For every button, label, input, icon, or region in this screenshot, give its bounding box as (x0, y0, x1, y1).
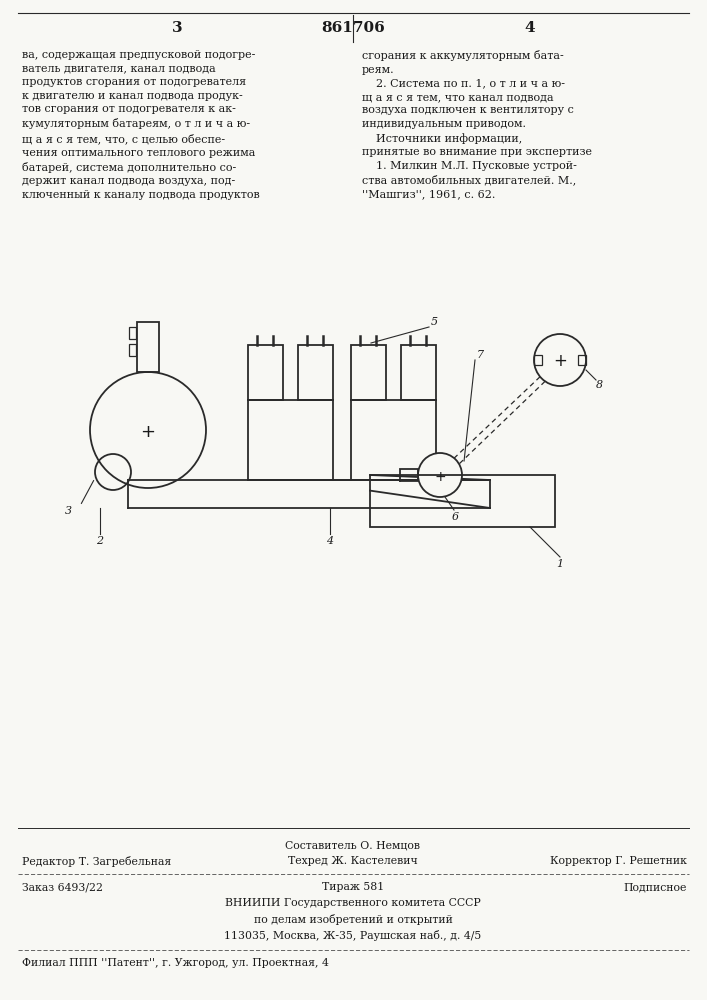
Text: 3: 3 (64, 506, 71, 516)
Bar (401, 345, 436, 400)
Bar (298, 345, 333, 400)
Text: 6: 6 (452, 512, 459, 522)
Text: +: + (434, 470, 446, 484)
Text: Заказ 6493/22: Заказ 6493/22 (22, 882, 103, 892)
Bar (370, 475, 555, 527)
Text: +: + (553, 352, 567, 370)
Text: Редактор Т. Загребельная: Редактор Т. Загребельная (22, 856, 171, 867)
Bar (534, 355, 542, 365)
Text: ВНИИПИ Государственного комитета СССР: ВНИИПИ Государственного комитета СССР (225, 898, 481, 908)
Text: 7: 7 (477, 350, 484, 360)
Text: сгорания к аккумуляторным бата-
реям.
    2. Система по п. 1, о т л и ч а ю-
щ а: сгорания к аккумуляторным бата- реям. 2.… (362, 50, 592, 199)
Text: ва, содержащая предпусковой подогре-
ватель двигателя, канал подвода
продуктов с: ва, содержащая предпусковой подогре- ват… (22, 50, 259, 200)
Text: 113035, Москва, Ж-35, Раушская наб., д. 4/5: 113035, Москва, Ж-35, Раушская наб., д. … (224, 930, 481, 941)
Text: 4: 4 (525, 21, 535, 35)
Bar (129, 327, 136, 339)
Text: +: + (141, 423, 156, 441)
Text: 8: 8 (596, 380, 603, 390)
Text: Корректор Г. Решетник: Корректор Г. Решетник (550, 856, 687, 866)
Bar (248, 345, 283, 400)
Circle shape (418, 453, 462, 497)
Bar (351, 345, 386, 400)
Text: Составитель О. Немцов: Составитель О. Немцов (286, 840, 421, 850)
Text: 861706: 861706 (321, 21, 385, 35)
Text: по делам изобретений и открытий: по делам изобретений и открытий (254, 914, 452, 925)
Text: 3: 3 (172, 21, 182, 35)
Bar (578, 355, 586, 365)
Text: 2: 2 (96, 536, 103, 546)
Bar (129, 344, 136, 356)
Text: Филиал ППП ''Патент'', г. Ужгород, ул. Проектная, 4: Филиал ППП ''Патент'', г. Ужгород, ул. П… (22, 958, 329, 968)
Text: Подписное: Подписное (624, 882, 687, 892)
Text: Техред Ж. Кастелевич: Техред Ж. Кастелевич (288, 856, 418, 866)
Text: 1: 1 (556, 559, 563, 569)
Text: Тираж 581: Тираж 581 (322, 882, 384, 892)
Text: 5: 5 (431, 317, 438, 327)
Text: 4: 4 (327, 536, 334, 546)
Bar (400, 469, 418, 481)
Bar (137, 322, 159, 372)
